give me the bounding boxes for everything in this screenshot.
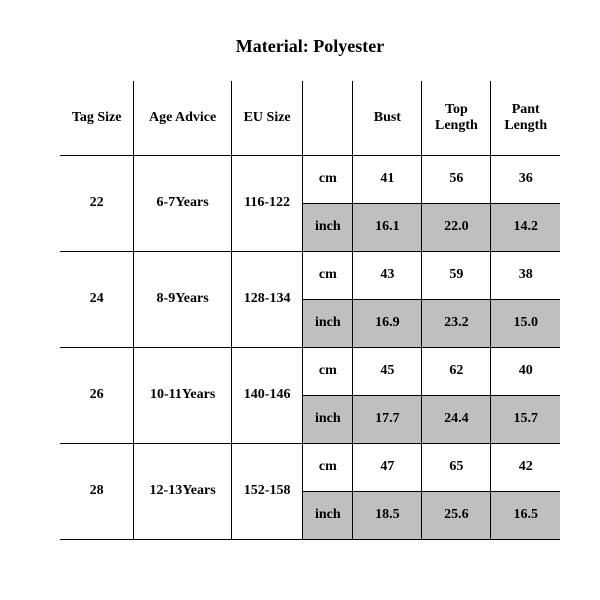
header-row: Tag Size Age Advice EU Size Bust Top Len… bbox=[60, 81, 560, 155]
col-unit bbox=[303, 81, 353, 155]
cell-unit-in: inch bbox=[303, 299, 353, 347]
cell-top-cm: 59 bbox=[422, 251, 491, 299]
cell-top-cm: 62 bbox=[422, 347, 491, 395]
cell-tag: 22 bbox=[60, 155, 134, 251]
cell-pant-cm: 36 bbox=[491, 155, 560, 203]
cell-eu: 152-158 bbox=[231, 443, 302, 539]
cell-bust-cm: 43 bbox=[353, 251, 422, 299]
col-tag-size: Tag Size bbox=[60, 81, 134, 155]
cell-top-in: 24.4 bbox=[422, 395, 491, 443]
cell-pant-cm: 38 bbox=[491, 251, 560, 299]
cell-top-cm: 65 bbox=[422, 443, 491, 491]
cell-eu: 140-146 bbox=[231, 347, 302, 443]
cell-bust-cm: 41 bbox=[353, 155, 422, 203]
cell-pant-in: 14.2 bbox=[491, 203, 560, 251]
col-eu-size: EU Size bbox=[231, 81, 302, 155]
page-title: Material: Polyester bbox=[60, 30, 560, 81]
cell-age: 8-9Years bbox=[134, 251, 232, 347]
cell-tag: 24 bbox=[60, 251, 134, 347]
cell-unit-cm: cm bbox=[303, 347, 353, 395]
cell-age: 12-13Years bbox=[134, 443, 232, 539]
cell-top-cm: 56 bbox=[422, 155, 491, 203]
table-row: 26 10-11Years 140-146 cm 45 62 40 bbox=[60, 347, 560, 395]
cell-age: 6-7Years bbox=[134, 155, 232, 251]
col-top-line1: Top bbox=[422, 102, 490, 118]
table-row: 22 6-7Years 116-122 cm 41 56 36 bbox=[60, 155, 560, 203]
cell-unit-cm: cm bbox=[303, 251, 353, 299]
cell-bust-in: 17.7 bbox=[353, 395, 422, 443]
cell-pant-cm: 40 bbox=[491, 347, 560, 395]
col-top-length: Top Length bbox=[422, 81, 491, 155]
cell-eu: 116-122 bbox=[231, 155, 302, 251]
cell-pant-cm: 42 bbox=[491, 443, 560, 491]
cell-unit-cm: cm bbox=[303, 443, 353, 491]
cell-bust-cm: 45 bbox=[353, 347, 422, 395]
cell-pant-in: 15.7 bbox=[491, 395, 560, 443]
table-row: 28 12-13Years 152-158 cm 47 65 42 bbox=[60, 443, 560, 491]
cell-eu: 128-134 bbox=[231, 251, 302, 347]
cell-bust-in: 16.1 bbox=[353, 203, 422, 251]
col-top-line2: Length bbox=[422, 118, 490, 134]
col-age-advice: Age Advice bbox=[134, 81, 232, 155]
cell-pant-in: 16.5 bbox=[491, 491, 560, 539]
cell-bust-cm: 47 bbox=[353, 443, 422, 491]
size-table: Tag Size Age Advice EU Size Bust Top Len… bbox=[60, 81, 560, 540]
col-bust: Bust bbox=[353, 81, 422, 155]
cell-bust-in: 18.5 bbox=[353, 491, 422, 539]
col-pant-length: Pant Length bbox=[491, 81, 560, 155]
cell-age: 10-11Years bbox=[134, 347, 232, 443]
cell-unit-in: inch bbox=[303, 491, 353, 539]
cell-pant-in: 15.0 bbox=[491, 299, 560, 347]
table-row: 24 8-9Years 128-134 cm 43 59 38 bbox=[60, 251, 560, 299]
cell-tag: 26 bbox=[60, 347, 134, 443]
cell-top-in: 23.2 bbox=[422, 299, 491, 347]
cell-top-in: 22.0 bbox=[422, 203, 491, 251]
col-pant-line2: Length bbox=[491, 118, 560, 134]
cell-bust-in: 16.9 bbox=[353, 299, 422, 347]
cell-unit-cm: cm bbox=[303, 155, 353, 203]
cell-unit-in: inch bbox=[303, 395, 353, 443]
cell-tag: 28 bbox=[60, 443, 134, 539]
cell-top-in: 25.6 bbox=[422, 491, 491, 539]
cell-unit-in: inch bbox=[303, 203, 353, 251]
col-pant-line1: Pant bbox=[491, 102, 560, 118]
size-chart-page: Material: Polyester Tag Size Age Advice … bbox=[0, 0, 600, 540]
